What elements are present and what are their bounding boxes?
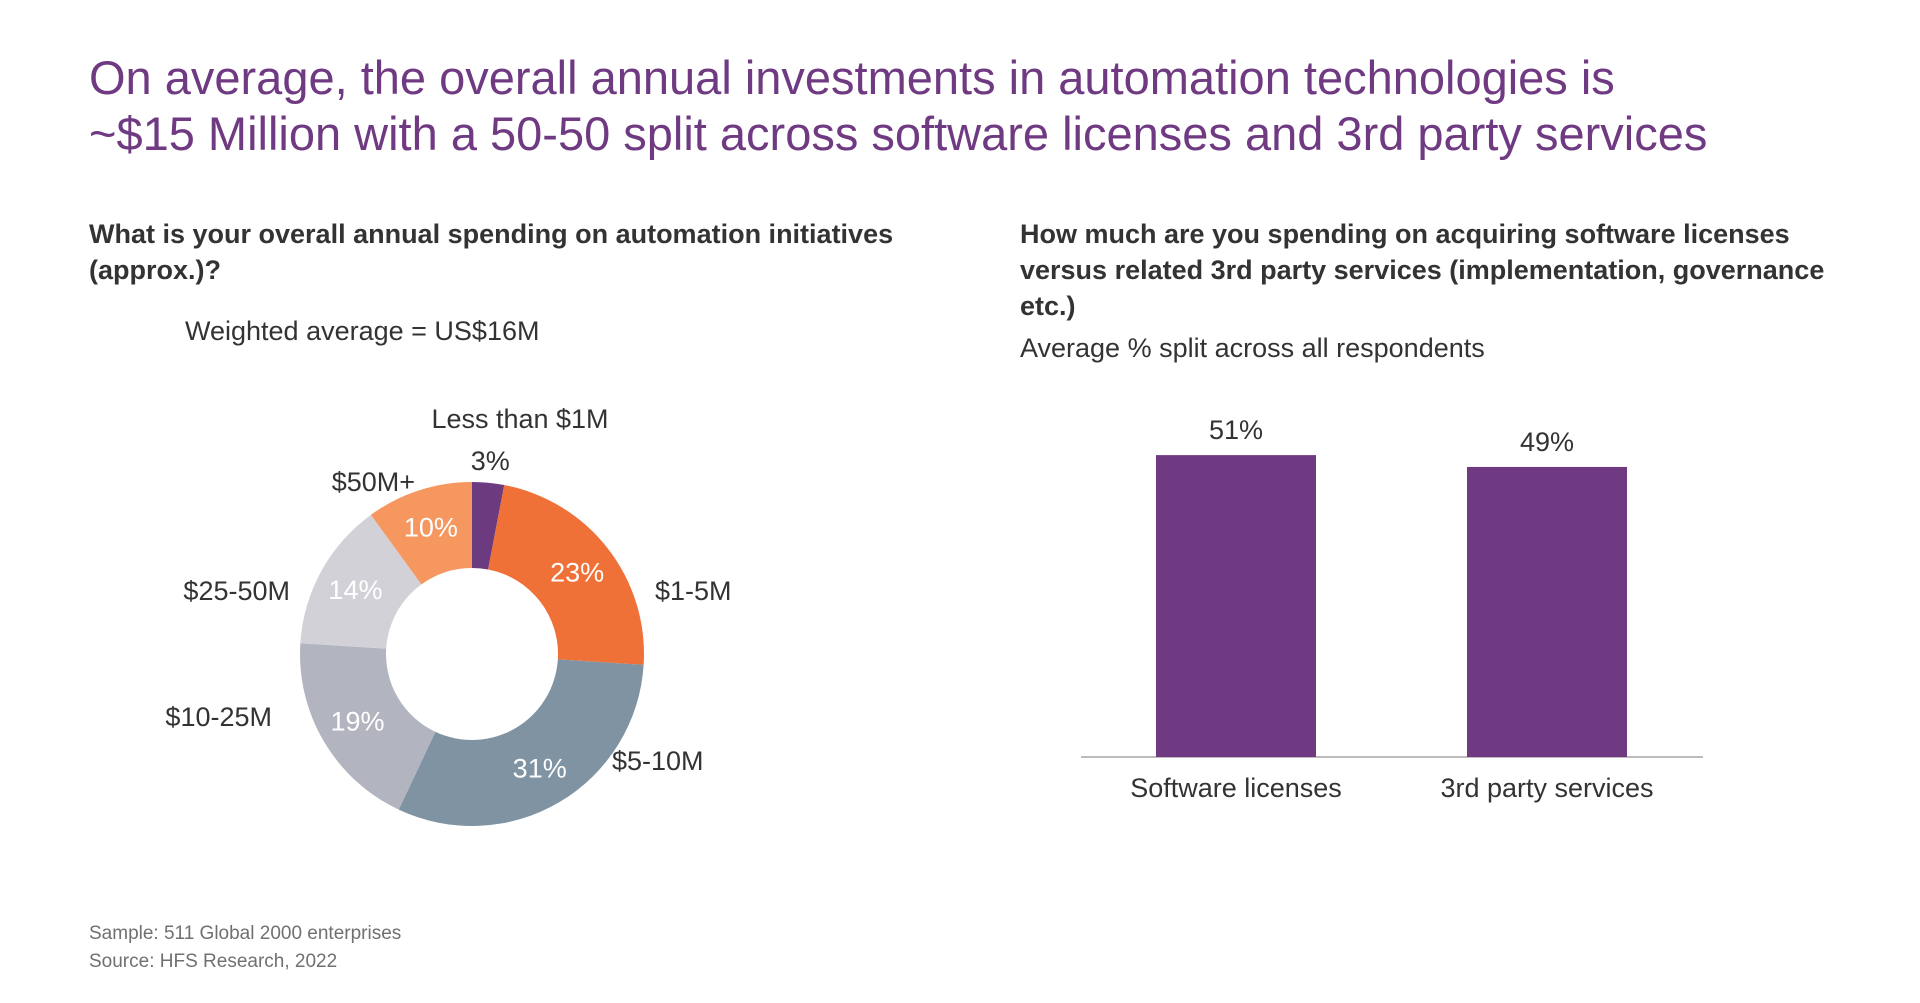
donut-category-label-less-than-1m: Less than $1M bbox=[431, 404, 608, 434]
donut-value-label-less-than-1m: 3% bbox=[471, 446, 510, 476]
donut-slice-5-10m bbox=[398, 659, 644, 826]
donut-category-label-5-10m: $5-10M bbox=[612, 746, 704, 776]
bar-category-label-software-licenses: Software licenses bbox=[1130, 773, 1342, 803]
donut-category-label-25-50m: $25-50M bbox=[183, 576, 290, 606]
title-line-2: ~$15 Million with a 50-50 split across s… bbox=[89, 107, 1708, 160]
page-title: On average, the overall annual investmen… bbox=[89, 50, 1889, 162]
donut-category-label-10-25m: $10-25M bbox=[165, 702, 272, 732]
bar-value-label-software-licenses: 51% bbox=[1209, 415, 1263, 445]
bar-question: How much are you spending on acquiring s… bbox=[1020, 219, 1825, 321]
bar-subtitle: Average % split across all respondents bbox=[1020, 333, 1485, 363]
sample-note: Sample: 511 Global 2000 enterprises bbox=[89, 923, 402, 944]
bar-category-label-3rd-party-services: 3rd party services bbox=[1440, 773, 1653, 803]
bar-software-licenses bbox=[1156, 455, 1316, 757]
donut-slice-25-50m bbox=[300, 514, 422, 649]
donut-value-label-25-50m: 14% bbox=[328, 575, 382, 605]
donut-value-label-1-5m: 23% bbox=[550, 557, 604, 587]
donut-value-label-10-25m: 19% bbox=[330, 707, 384, 737]
donut-question: What is your overall annual spending on … bbox=[89, 219, 894, 285]
donut-value-label-5-10m: 31% bbox=[513, 753, 567, 783]
title-line-1: On average, the overall annual investmen… bbox=[89, 51, 1615, 104]
footer-notes: Sample: 511 Global 2000 enterprises Sour… bbox=[89, 920, 401, 976]
bar-value-label-3rd-party-services: 49% bbox=[1520, 427, 1574, 457]
donut-slice-1-5m bbox=[488, 485, 644, 665]
source-note: Source: HFS Research, 2022 bbox=[89, 951, 338, 972]
donut-category-label-1-5m: $1-5M bbox=[655, 576, 732, 606]
donut-category-label-50m: $50M+ bbox=[332, 467, 415, 497]
bar-chart: 51% Software licenses 49% 3rd party service… bbox=[1081, 415, 1703, 803]
bar-3rd-party-services bbox=[1467, 466, 1627, 757]
donut-value-label-50m: 10% bbox=[404, 513, 458, 543]
donut-chart: 3% Less than $1M 23% $1-5M 31% $5-10M 19% $10-2… bbox=[165, 404, 732, 826]
donut-slice-10-25m bbox=[300, 643, 436, 810]
weighted-average-label: Weighted average = US$16M bbox=[185, 316, 540, 346]
donut-slice-less-than-1m bbox=[472, 482, 505, 570]
donut-slice-50m bbox=[370, 482, 472, 585]
